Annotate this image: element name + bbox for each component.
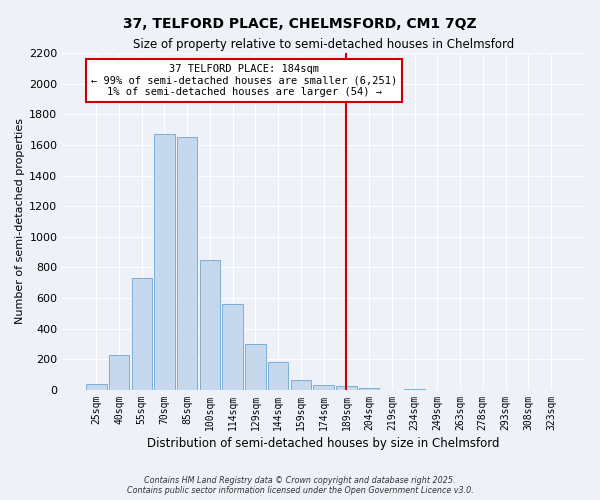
Bar bbox=[223, 304, 243, 390]
Bar bbox=[109, 356, 129, 390]
Bar bbox=[359, 388, 379, 390]
Bar bbox=[154, 134, 175, 390]
Bar bbox=[131, 278, 152, 390]
Bar bbox=[313, 384, 334, 390]
Text: 37 TELFORD PLACE: 184sqm
← 99% of semi-detached houses are smaller (6,251)
1% of: 37 TELFORD PLACE: 184sqm ← 99% of semi-d… bbox=[91, 64, 397, 97]
Title: Size of property relative to semi-detached houses in Chelmsford: Size of property relative to semi-detach… bbox=[133, 38, 514, 51]
Bar bbox=[268, 362, 289, 390]
X-axis label: Distribution of semi-detached houses by size in Chelmsford: Distribution of semi-detached houses by … bbox=[148, 437, 500, 450]
Y-axis label: Number of semi-detached properties: Number of semi-detached properties bbox=[15, 118, 25, 324]
Bar bbox=[245, 344, 266, 390]
Bar bbox=[177, 138, 197, 390]
Bar bbox=[336, 386, 356, 390]
Bar bbox=[404, 388, 425, 390]
Bar bbox=[200, 260, 220, 390]
Text: 37, TELFORD PLACE, CHELMSFORD, CM1 7QZ: 37, TELFORD PLACE, CHELMSFORD, CM1 7QZ bbox=[123, 18, 477, 32]
Bar bbox=[290, 380, 311, 390]
Text: Contains HM Land Registry data © Crown copyright and database right 2025.
Contai: Contains HM Land Registry data © Crown c… bbox=[127, 476, 473, 495]
Bar bbox=[86, 384, 107, 390]
